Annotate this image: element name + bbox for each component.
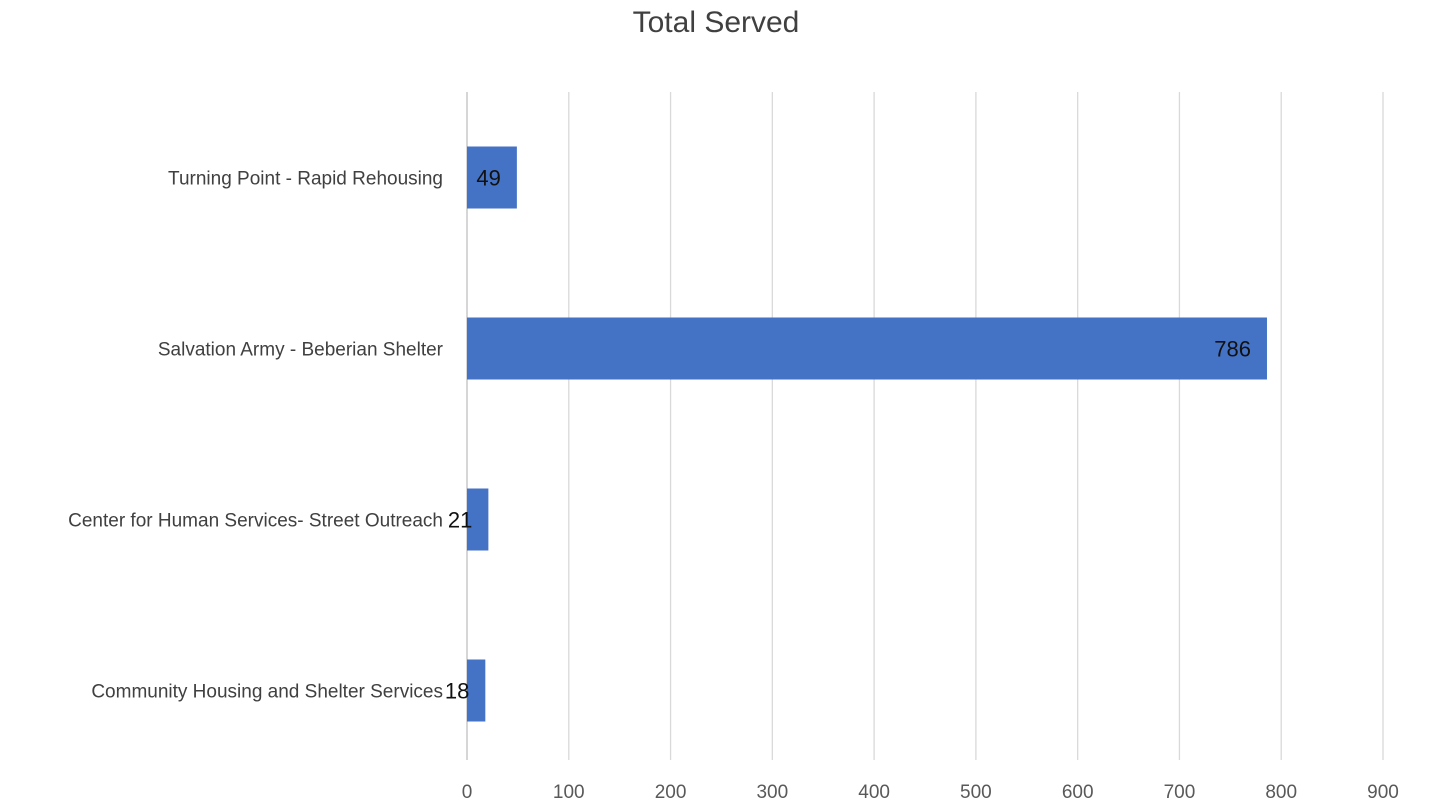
- data-label: 49: [476, 166, 500, 191]
- category-label: Community Housing and Shelter Services: [91, 682, 443, 703]
- x-tick-label: 0: [462, 782, 473, 803]
- category-label: Turning Point - Rapid Rehousing: [168, 169, 443, 190]
- x-tick-label: 200: [655, 782, 687, 803]
- x-axis-tick-labels: 0 100 200 300 400 500 600 700 800 900: [462, 782, 1399, 803]
- category-labels: Turning Point - Rapid Rehousing Salvation…: [68, 169, 444, 703]
- data-labels: 49 786 21 18: [445, 166, 1251, 704]
- bar: [467, 659, 486, 722]
- x-tick-label: 100: [553, 782, 585, 803]
- data-label: 18: [445, 679, 469, 704]
- category-label: Center for Human Services- Street Outrea…: [68, 511, 443, 532]
- chart-title: Total Served: [632, 6, 800, 39]
- gridlines: [466, 92, 1384, 760]
- x-tick-label: 700: [1164, 782, 1196, 803]
- data-label: 786: [1214, 337, 1251, 362]
- category-label: Salvation Army - Beberian Shelter: [158, 340, 444, 361]
- bars: [467, 146, 1267, 722]
- x-tick-label: 400: [858, 782, 890, 803]
- bar: [467, 146, 517, 209]
- x-tick-label: 900: [1367, 782, 1399, 803]
- x-tick-label: 500: [960, 782, 992, 803]
- bar: [467, 488, 489, 551]
- bar: [467, 317, 1267, 380]
- x-tick-label: 600: [1062, 782, 1094, 803]
- data-label: 21: [448, 508, 472, 533]
- x-tick-label: 300: [756, 782, 788, 803]
- x-tick-label: 800: [1265, 782, 1297, 803]
